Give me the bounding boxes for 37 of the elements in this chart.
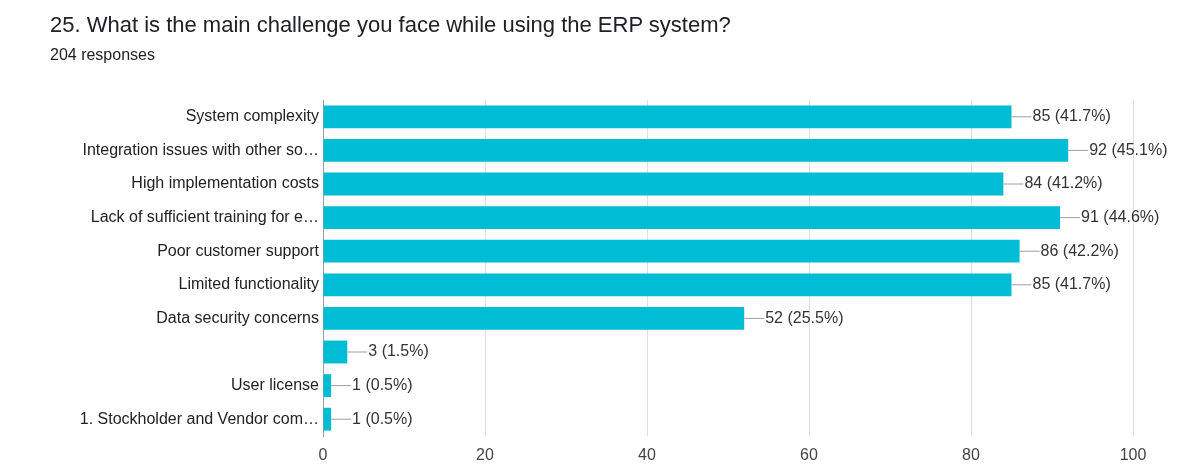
- bar: [323, 306, 745, 330]
- bar: [323, 138, 1069, 162]
- y-tick-label: 1. Stockholder and Vendor com…: [79, 409, 319, 427]
- data-label: 85 (41.7%): [1032, 275, 1111, 293]
- y-tick-label: Limited functionality: [178, 275, 319, 293]
- text: 204 responses: [50, 46, 155, 64]
- y-tick-label: System complexity: [185, 107, 319, 125]
- y-tick-label: Data security concerns: [156, 308, 319, 326]
- chart-title: 25. What is the main challenge you face while using the ERP system?: [50, 12, 731, 38]
- data-label: 92 (45.1%): [1089, 140, 1168, 158]
- data-label: 1 (0.5%): [352, 376, 413, 394]
- bar: [323, 239, 1020, 263]
- y-tick-label: Lack of sufficient training for e…: [90, 208, 319, 226]
- x-tick-label: 60: [800, 446, 818, 464]
- bar: [323, 105, 1012, 129]
- data-label: 52 (25.5%): [765, 308, 844, 326]
- x-tick-label: 40: [638, 446, 656, 464]
- bar: [323, 374, 332, 398]
- y-tick-label: Integration issues with other so…: [82, 140, 319, 158]
- x-tick-label: 0: [318, 446, 328, 464]
- data-label: 85 (41.7%): [1032, 107, 1111, 125]
- data-label: 86 (42.2%): [1040, 241, 1119, 259]
- bar: [323, 407, 332, 431]
- y-tick-label: User license: [230, 376, 320, 394]
- bar: [323, 273, 1012, 297]
- x-tick-label: 100: [1119, 446, 1147, 464]
- bar: [323, 340, 348, 364]
- x-tick-label: 20: [476, 446, 494, 464]
- bar: [323, 172, 1004, 196]
- x-tick-label: 80: [962, 446, 980, 464]
- data-label: 91 (44.6%): [1081, 208, 1160, 226]
- data-label: 3 (1.5%): [368, 342, 429, 360]
- data-label: 84 (41.2%): [1024, 174, 1103, 192]
- bar: [323, 206, 1061, 230]
- y-tick-label: High implementation costs: [131, 174, 319, 192]
- data-label: 1 (0.5%): [352, 409, 413, 427]
- y-tick-label: Poor customer support: [157, 241, 320, 259]
